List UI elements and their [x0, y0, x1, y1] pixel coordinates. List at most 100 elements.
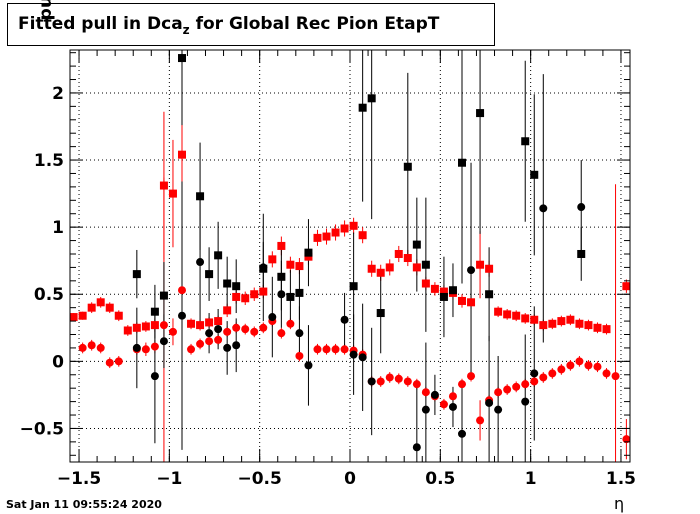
- data-point-square: [539, 321, 548, 330]
- data-point-circle: [196, 258, 205, 267]
- data-point-circle: [530, 377, 539, 386]
- data-point-square: [439, 292, 448, 301]
- data-point-square: [521, 137, 530, 146]
- data-point-square: [150, 321, 159, 330]
- y-tick-label: 1.5: [34, 151, 64, 171]
- data-point-square: [530, 315, 539, 324]
- data-point-circle: [340, 345, 349, 354]
- error-bars: [73, 50, 627, 462]
- data-point-square: [277, 272, 286, 281]
- data-point-square: [322, 232, 331, 241]
- data-point-square: [512, 311, 521, 320]
- data-point-circle: [150, 342, 159, 351]
- data-point-square: [295, 288, 304, 297]
- data-point-square: [530, 170, 539, 179]
- data-point-square: [458, 158, 466, 167]
- data-markers: [69, 54, 631, 452]
- data-point-square: [214, 317, 223, 326]
- chart-title-main: Fitted pull in Dca: [18, 14, 183, 34]
- axis-tick-labels: −1.5 −1 −0.5 0 0.5 1 1.5 −0.5 0 0.5 1 1.5 2: [20, 84, 636, 489]
- data-point-circle: [214, 335, 223, 344]
- data-point-square: [286, 260, 295, 269]
- data-point-circle: [575, 357, 584, 366]
- grid-lines: [70, 50, 630, 462]
- data-point-circle: [141, 345, 150, 354]
- data-point-circle: [403, 377, 412, 386]
- data-point-square: [304, 248, 313, 257]
- data-point-square: [78, 311, 87, 320]
- data-point-square: [132, 323, 141, 332]
- data-point-square: [557, 317, 566, 326]
- y-tick-label: 0: [52, 352, 64, 372]
- data-point-circle: [196, 339, 205, 348]
- data-point-square: [295, 262, 304, 271]
- axis-ticks: [70, 50, 630, 462]
- data-point-square: [241, 294, 250, 303]
- data-point-circle: [485, 398, 494, 407]
- data-point-circle: [241, 325, 250, 334]
- data-point-circle: [512, 382, 521, 391]
- data-point-square: [385, 263, 394, 272]
- data-point-square: [494, 307, 503, 316]
- data-point-square: [421, 260, 430, 269]
- data-point-square: [223, 279, 232, 288]
- data-point-circle: [584, 361, 593, 370]
- data-point-square: [150, 307, 159, 316]
- data-point-square: [277, 241, 286, 250]
- data-point-square: [123, 326, 132, 335]
- data-point-square: [367, 94, 376, 103]
- data-point-circle: [250, 327, 259, 336]
- data-point-square: [159, 181, 168, 190]
- data-point-square: [178, 54, 186, 63]
- data-point-square: [577, 249, 586, 258]
- data-point-circle: [259, 323, 268, 332]
- data-point-circle: [232, 341, 241, 350]
- data-point-circle: [340, 315, 349, 324]
- data-point-square: [105, 303, 114, 312]
- data-point-circle: [448, 402, 457, 411]
- data-point-circle: [448, 392, 457, 401]
- data-point-square: [259, 287, 268, 296]
- data-point-square: [521, 314, 530, 323]
- data-point-square: [476, 260, 485, 269]
- data-point-square: [187, 319, 196, 328]
- y-tick-label: 0.5: [34, 285, 64, 305]
- data-point-circle: [622, 435, 631, 444]
- data-point-square: [250, 290, 259, 299]
- data-point-circle: [602, 369, 611, 378]
- data-point-square: [286, 292, 295, 301]
- data-point-circle: [557, 365, 566, 374]
- y-tick-label: 2: [52, 84, 64, 104]
- data-point-square: [430, 284, 439, 293]
- data-point-circle: [358, 353, 367, 362]
- data-point-square: [584, 321, 593, 330]
- data-point-square: [268, 255, 277, 264]
- x-tick-label: 0.5: [425, 469, 455, 489]
- x-tick-label: −1.5: [57, 469, 101, 489]
- x-tick-label: −1: [156, 469, 182, 489]
- data-point-circle: [286, 319, 295, 328]
- data-point-circle: [611, 372, 620, 381]
- data-point-circle: [593, 362, 602, 371]
- data-point-circle: [205, 329, 214, 338]
- data-point-circle: [412, 380, 421, 389]
- chart-title-rest: for Global Rec Pion EtapT: [189, 14, 440, 34]
- data-point-square: [358, 231, 367, 240]
- data-point-square: [448, 286, 457, 295]
- chart-title: Fitted pull in Dcaz for Global Rec Pion …: [18, 14, 439, 37]
- data-point-square: [485, 264, 494, 273]
- data-point-circle: [577, 203, 586, 212]
- data-point-circle: [205, 337, 214, 346]
- data-point-circle: [331, 345, 340, 354]
- data-point-square: [69, 313, 78, 322]
- data-point-circle: [421, 405, 430, 414]
- data-point-square: [178, 150, 186, 159]
- x-tick-label: 1: [525, 469, 537, 489]
- data-point-circle: [548, 369, 557, 378]
- data-point-circle: [168, 327, 177, 336]
- data-point-square: [467, 298, 476, 307]
- data-point-circle: [349, 350, 358, 359]
- data-point-circle: [421, 388, 430, 397]
- data-point-circle: [458, 429, 466, 438]
